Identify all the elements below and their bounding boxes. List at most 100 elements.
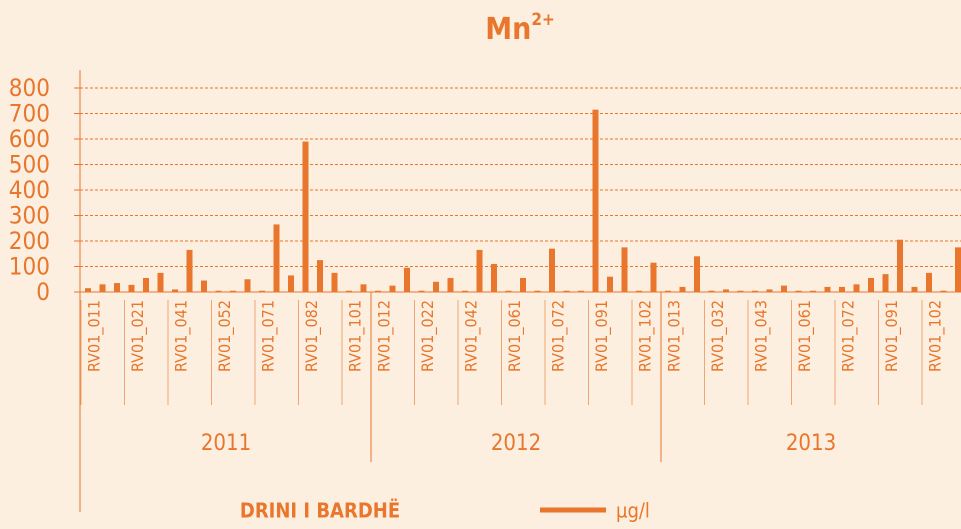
x-tick-label: RV01_043 [752, 300, 772, 372]
bar [302, 141, 309, 292]
x-tick-label: RV01_071 [259, 300, 279, 372]
x-tick-label: RV01_101 [346, 300, 366, 372]
y-tick-label: 700 [9, 100, 50, 128]
x-tick-label: RV01_052 [215, 300, 235, 372]
bar [723, 289, 729, 292]
bar [679, 286, 686, 292]
title-main: Mn [485, 12, 531, 47]
bar [360, 284, 367, 292]
bar [331, 272, 338, 292]
bar [839, 286, 845, 292]
group-label: 2011 [201, 431, 251, 456]
x-tick-label: RV01_072 [839, 300, 859, 372]
bar [230, 290, 236, 292]
bar [752, 290, 758, 292]
y-tick-label: 500 [9, 151, 50, 179]
bar [607, 276, 613, 292]
bar [404, 267, 410, 292]
legend-label: µg/l [616, 499, 650, 523]
bar [911, 286, 918, 292]
y-tick-label: 800 [9, 74, 50, 102]
bar [505, 290, 512, 292]
x-tick-label: RV01_072 [549, 300, 569, 372]
bar [172, 289, 178, 292]
bar [476, 249, 483, 292]
chart-title: Mn2+ [485, 10, 555, 47]
x-tick-label: RV01_032 [708, 300, 728, 372]
y-tick-label: 100 [9, 253, 50, 281]
bar [940, 290, 947, 292]
x-tick-label: RV01_012 [375, 300, 395, 372]
x-tick-label: RV01_102 [926, 300, 946, 372]
bar [462, 290, 468, 292]
x-tick-label: RV01_091 [882, 300, 902, 372]
x-tick-label: RV01_021 [128, 300, 148, 372]
bar [636, 290, 642, 292]
bar [491, 263, 497, 292]
bar [259, 290, 265, 292]
bar [810, 290, 816, 292]
group-label: 2012 [491, 431, 541, 456]
bar [157, 272, 164, 292]
bar [389, 285, 396, 292]
bar [186, 249, 193, 292]
bar [143, 277, 149, 292]
y-tick-label: 0 [36, 278, 50, 306]
bar [665, 290, 671, 292]
bar [868, 277, 874, 292]
x-tick-label: RV01_042 [462, 300, 482, 372]
bar [592, 109, 599, 292]
bar [244, 279, 251, 292]
bar [99, 284, 106, 292]
bar [737, 290, 744, 292]
bar [128, 284, 135, 292]
bar [955, 247, 961, 292]
bar [563, 290, 570, 292]
bar [215, 290, 222, 292]
bar [520, 277, 526, 292]
y-tick-label: 400 [9, 176, 50, 204]
bar [317, 260, 323, 292]
bar [882, 274, 889, 292]
bar [824, 286, 831, 292]
bar [926, 272, 932, 292]
bar [447, 277, 454, 292]
bar [694, 256, 700, 292]
bar [621, 247, 628, 292]
bar [534, 290, 541, 292]
bar [273, 224, 280, 292]
title-superscript: 2+ [531, 10, 554, 30]
x-tick-label: RV01_061 [505, 300, 525, 372]
y-tick-label: 300 [9, 202, 50, 230]
bar [375, 290, 381, 292]
bar [853, 284, 860, 292]
x-tick-label: RV01_091 [592, 300, 612, 372]
bar [433, 281, 439, 292]
x-tick-label: RV01_022 [418, 300, 438, 372]
x-tick-label: RV01_102 [636, 300, 656, 372]
group-label: 2013 [786, 431, 836, 456]
bar [549, 248, 555, 292]
bar [781, 285, 787, 292]
x-tick-label: RV01_082 [302, 300, 322, 372]
bar [201, 280, 207, 292]
bar [346, 290, 352, 292]
location-label: DRINI I BARDHË [240, 499, 400, 523]
bar [795, 290, 802, 292]
y-tick-label: 600 [9, 125, 50, 153]
bar [708, 290, 715, 292]
y-tick-label: 200 [9, 227, 50, 255]
x-tick-label: RV01_061 [795, 300, 815, 372]
bar [114, 283, 120, 292]
bar [288, 275, 294, 292]
bar [897, 239, 903, 292]
x-tick-label: RV01_041 [172, 300, 192, 372]
x-tick-label: RV01_013 [665, 300, 685, 372]
bar [418, 290, 425, 292]
bar [650, 262, 657, 292]
x-tick-label: RV01_011 [85, 300, 105, 372]
bar [578, 290, 584, 292]
bar [85, 288, 91, 292]
bar [766, 289, 773, 292]
